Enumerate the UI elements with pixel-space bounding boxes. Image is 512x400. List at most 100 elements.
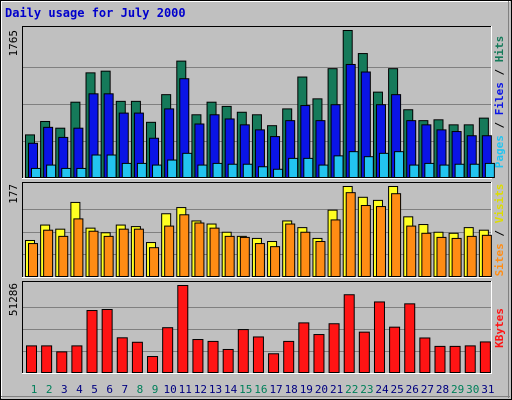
bar-pages xyxy=(167,159,178,179)
bar-pages xyxy=(439,164,450,179)
day-label: 31 xyxy=(481,383,494,396)
bar-sites xyxy=(375,206,386,277)
bar-kbytes xyxy=(116,337,128,373)
legend-part: Pages xyxy=(493,135,506,168)
bar-sites xyxy=(28,243,38,277)
bar-sites xyxy=(345,192,356,277)
legend-part: / xyxy=(493,223,506,243)
bar-pages xyxy=(106,154,117,178)
day-label: 9 xyxy=(152,383,159,396)
day-label: 4 xyxy=(76,383,83,396)
day-label: 15 xyxy=(239,383,252,396)
bar-sites xyxy=(179,214,190,278)
bar-kbytes xyxy=(192,339,204,373)
bar-pages xyxy=(46,164,57,179)
bar-pages xyxy=(76,167,87,179)
bar-kbytes xyxy=(101,308,113,374)
bar-pages xyxy=(182,152,193,178)
bar-pages xyxy=(484,162,495,178)
legend-part: Sites xyxy=(493,243,506,276)
bar-kbytes xyxy=(404,303,416,373)
bar-kbytes xyxy=(131,341,143,374)
bar-pages xyxy=(197,164,208,179)
bar-kbytes xyxy=(298,322,310,373)
bar-pages xyxy=(378,152,389,178)
bar-sites xyxy=(103,235,114,277)
bar-pages xyxy=(212,162,223,178)
bar-kbytes xyxy=(237,329,249,374)
bar-pages xyxy=(288,157,299,178)
bar-pages xyxy=(348,151,359,179)
bar-sites xyxy=(466,235,477,277)
day-label: 17 xyxy=(269,383,282,396)
bar-sites xyxy=(149,247,160,277)
bar-sites xyxy=(209,227,220,278)
bar-pages xyxy=(424,162,435,178)
bar-kbytes xyxy=(328,323,340,374)
legend-hits-files-pages: Pages / Files / Hits xyxy=(493,36,506,169)
bar-kbytes xyxy=(389,326,401,374)
day-label: 12 xyxy=(194,383,207,396)
day-label: 26 xyxy=(406,383,419,396)
bar-pages xyxy=(152,164,163,179)
bar-pages xyxy=(31,167,41,179)
bar-pages xyxy=(273,168,284,178)
day-label: 3 xyxy=(61,383,68,396)
day-label: 18 xyxy=(285,383,298,396)
bar-kbytes xyxy=(56,351,68,374)
axis-max-label: 1765 xyxy=(7,30,20,57)
bar-sites xyxy=(164,225,175,277)
bar-kbytes xyxy=(268,353,280,373)
bar-pages xyxy=(136,162,147,178)
legend-kbytes: KBytes xyxy=(493,308,506,348)
bar-pages xyxy=(91,154,102,178)
bar-pages xyxy=(257,166,268,178)
bar-kbytes xyxy=(313,334,325,374)
chart-title: Daily usage for July 2000 xyxy=(5,6,186,20)
bar-kbytes xyxy=(358,331,370,373)
bar-sites xyxy=(360,205,371,277)
legend-part: Files xyxy=(493,82,506,115)
day-label: 13 xyxy=(209,383,222,396)
bar-sites xyxy=(118,228,129,277)
bar-sites xyxy=(254,243,265,277)
axis-max-label: 51286 xyxy=(7,283,20,316)
day-label: 11 xyxy=(179,383,192,396)
bar-kbytes xyxy=(449,345,461,373)
bar-pages xyxy=(394,151,405,179)
day-label: 10 xyxy=(164,383,177,396)
day-label: 27 xyxy=(421,383,434,396)
bar-kbytes xyxy=(71,345,83,374)
day-label: 7 xyxy=(121,383,128,396)
bar-pages xyxy=(121,162,132,178)
bar-sites xyxy=(451,237,462,278)
day-label: 24 xyxy=(375,383,389,396)
bar-sites xyxy=(421,232,432,277)
bar-pages xyxy=(61,167,72,179)
legend-part: Hits xyxy=(493,36,506,63)
bar-kbytes xyxy=(434,345,446,373)
day-label: 2 xyxy=(46,383,53,396)
bar-kbytes xyxy=(207,340,219,373)
bar-kbytes xyxy=(86,310,98,373)
day-label: 21 xyxy=(330,383,343,396)
bar-sites xyxy=(481,234,492,278)
day-label: 5 xyxy=(91,383,98,396)
bar-pages xyxy=(469,163,480,178)
legend-visits-sites: Sites / Visits xyxy=(493,184,506,277)
day-label: 22 xyxy=(345,383,358,396)
bar-pages xyxy=(363,156,374,179)
day-label: 14 xyxy=(224,383,238,396)
bar-sites xyxy=(224,235,235,277)
frame-shadow xyxy=(508,1,509,398)
bar-kbytes xyxy=(252,336,264,374)
bar-kbytes xyxy=(343,294,355,374)
frame-highlight xyxy=(1,1,510,2)
legend-part: / xyxy=(493,62,506,82)
bar-sites xyxy=(270,246,281,277)
bar-kbytes xyxy=(419,337,431,373)
bar-kbytes xyxy=(283,340,295,373)
bar-sites xyxy=(315,241,326,278)
frame-highlight xyxy=(1,1,2,398)
day-label: 28 xyxy=(436,383,449,396)
